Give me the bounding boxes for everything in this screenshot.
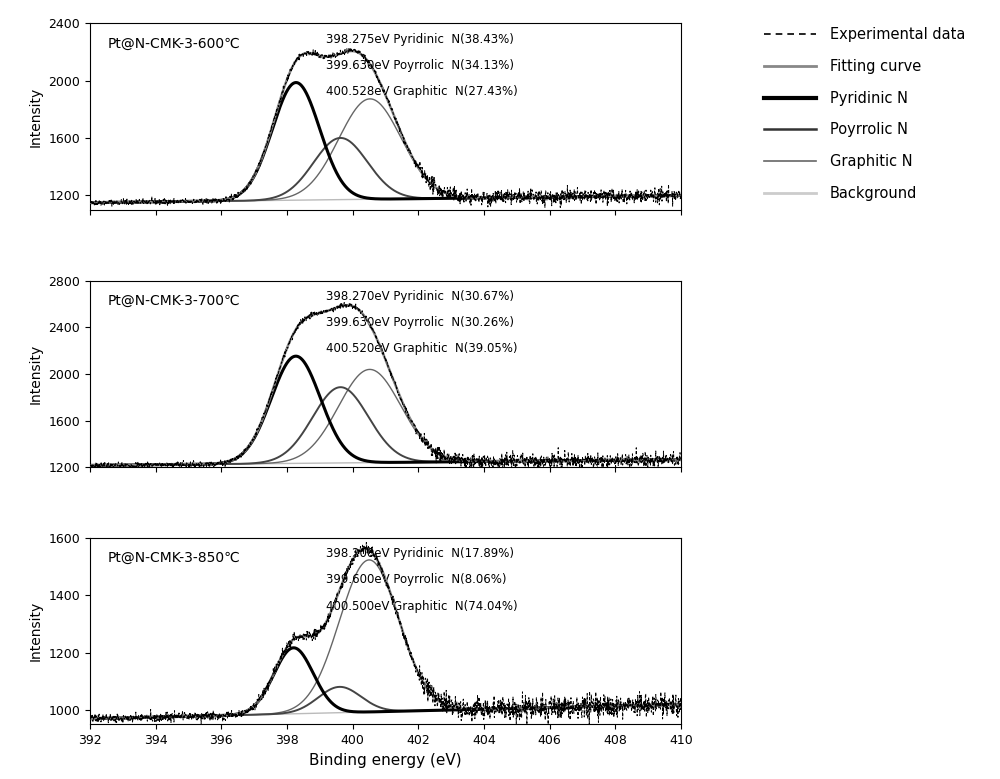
- Text: 399.630eV Poyrrolic  N(30.26%): 399.630eV Poyrrolic N(30.26%): [326, 316, 514, 329]
- Text: Pt@N-CMK-3-850℃: Pt@N-CMK-3-850℃: [108, 551, 240, 565]
- Text: 400.520eV Graphitic  N(39.05%): 400.520eV Graphitic N(39.05%): [326, 342, 518, 355]
- Legend: Experimental data, Fitting curve, Pyridinic N, Poyrrolic N, Graphitic N, Backgro: Experimental data, Fitting curve, Pyridi…: [759, 21, 971, 207]
- Y-axis label: Intensity: Intensity: [29, 601, 43, 661]
- Text: 399.600eV Poyrrolic  N(8.06%): 399.600eV Poyrrolic N(8.06%): [326, 573, 507, 587]
- Text: 398.275eV Pyridinic  N(38.43%): 398.275eV Pyridinic N(38.43%): [326, 33, 514, 46]
- Text: 400.500eV Graphitic  N(74.04%): 400.500eV Graphitic N(74.04%): [326, 600, 518, 612]
- Text: Pt@N-CMK-3-600℃: Pt@N-CMK-3-600℃: [108, 37, 240, 51]
- Text: 398.200eV Pyridinic  N(17.89%): 398.200eV Pyridinic N(17.89%): [326, 548, 514, 560]
- Y-axis label: Intensity: Intensity: [29, 344, 43, 404]
- Text: Pt@N-CMK-3-700℃: Pt@N-CMK-3-700℃: [108, 294, 240, 308]
- X-axis label: Binding energy (eV): Binding energy (eV): [309, 753, 462, 768]
- Y-axis label: Intensity: Intensity: [29, 86, 43, 146]
- Text: 399.630eV Poyrrolic  N(34.13%): 399.630eV Poyrrolic N(34.13%): [326, 58, 514, 72]
- Text: 398.270eV Pyridinic  N(30.67%): 398.270eV Pyridinic N(30.67%): [326, 290, 514, 303]
- Text: 400.528eV Graphitic  N(27.43%): 400.528eV Graphitic N(27.43%): [326, 85, 518, 98]
